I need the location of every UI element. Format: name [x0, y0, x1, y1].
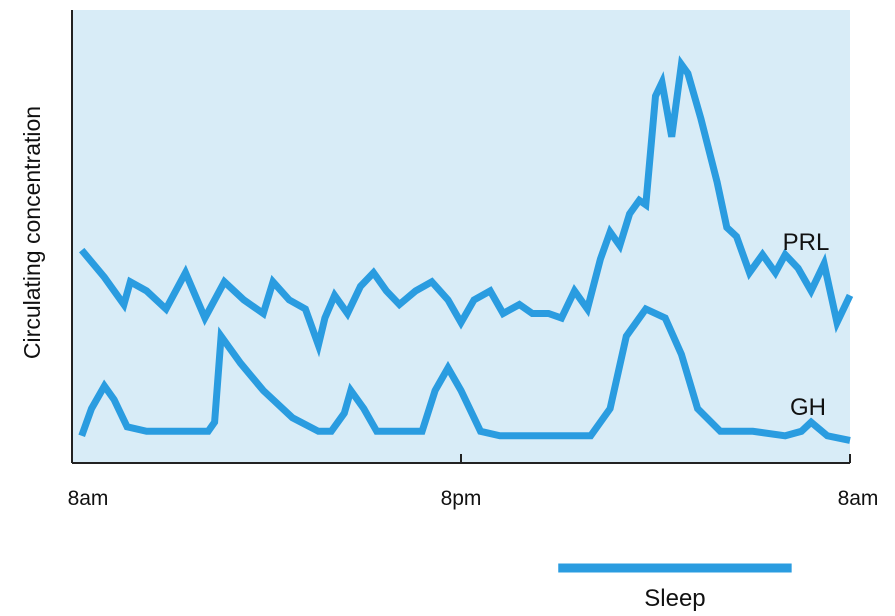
series-label-prl: PRL	[783, 229, 830, 256]
x-tick-label: 8am	[838, 487, 879, 510]
series-layer	[78, 55, 854, 444]
series-labels: PRL GH	[783, 229, 830, 421]
x-tick-label: 8pm	[441, 487, 482, 510]
series-label-gh: GH	[790, 394, 826, 421]
sleep-label: Sleep	[644, 585, 705, 612]
series-line-gh	[78, 304, 851, 444]
x-ticks: 8am 8pm 8am	[68, 454, 879, 510]
series-line-prl	[79, 55, 854, 358]
y-axis-title: Circulating concentration	[19, 106, 45, 359]
x-tick-label: 8am	[68, 487, 109, 510]
